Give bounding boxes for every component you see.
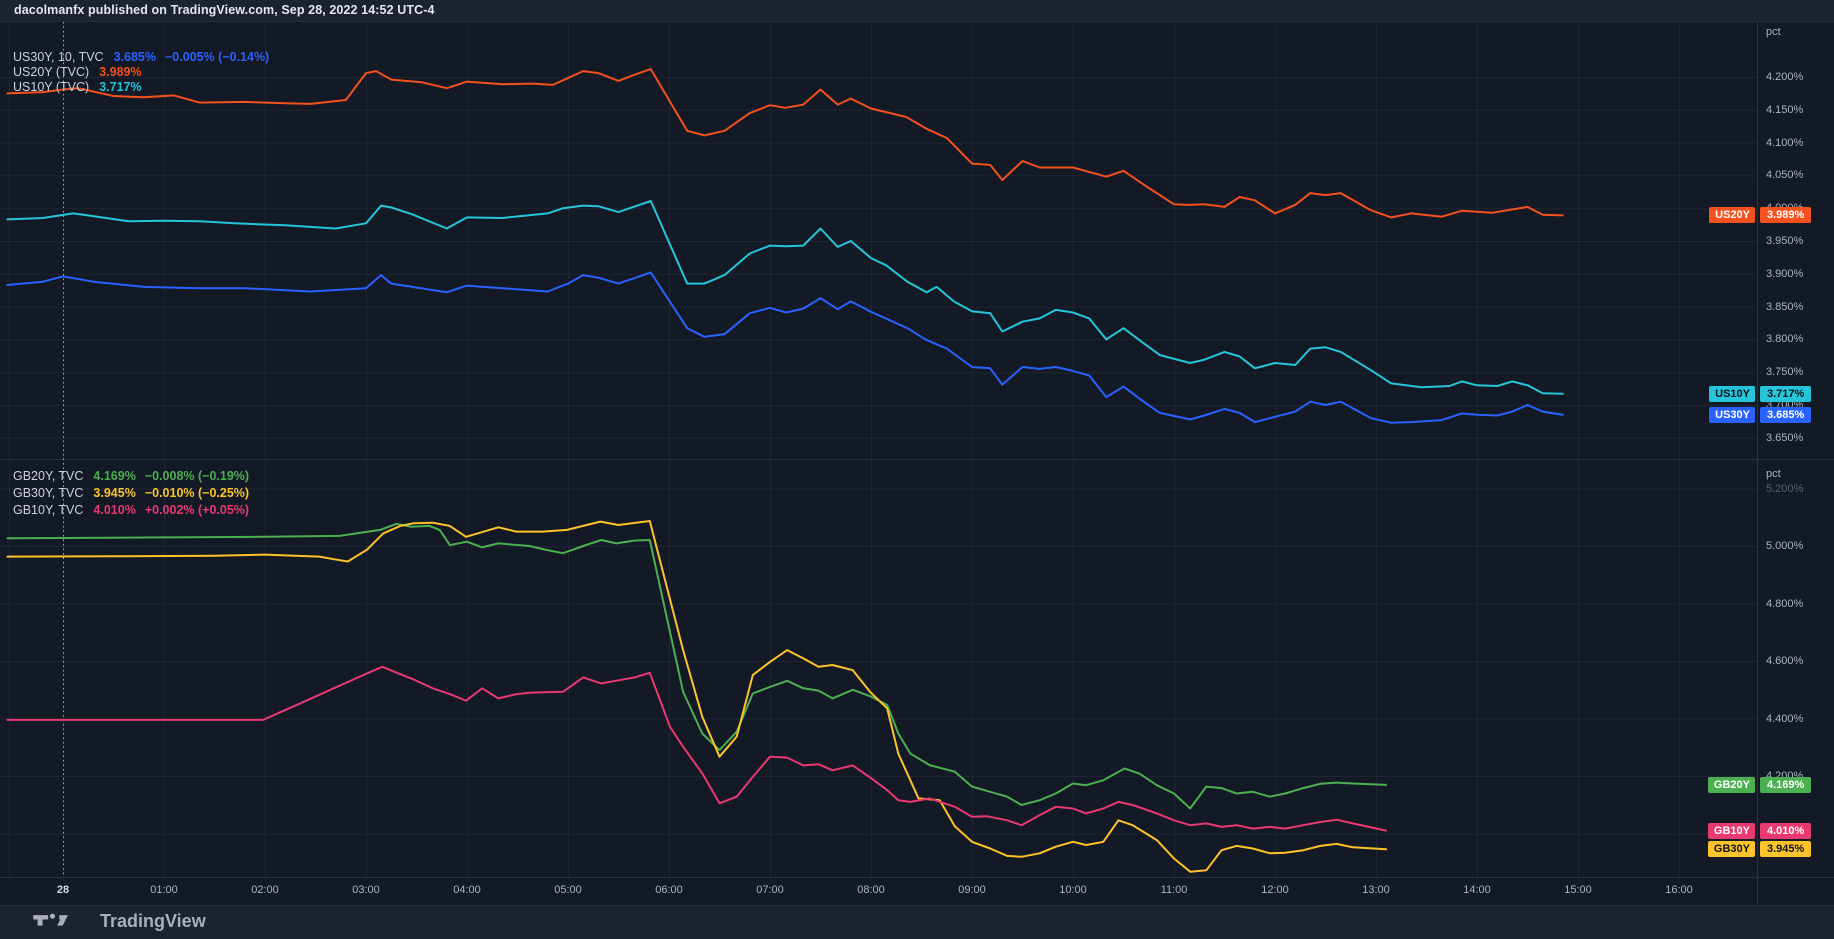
y-tick-label: 3.900% bbox=[1766, 267, 1804, 280]
y-tick-label: 4.150% bbox=[1766, 103, 1804, 116]
chart-stage: US30Y, 10, TVC 3.685% −0.005% (−0.14%) US20… bbox=[0, 22, 1834, 905]
legend-symbol-title: US30Y, 10, TVC bbox=[13, 49, 104, 64]
legend-item-gb30y[interactable]: GB30Y, TVC 3.945% −0.010% (−0.25%) bbox=[13, 484, 249, 501]
series-line-us20y bbox=[6, 68, 1564, 219]
legend-last-value: 3.989% bbox=[99, 64, 142, 79]
series-line-gb30y bbox=[6, 520, 1388, 873]
legend-item-us20y[interactable]: US20Y (TVC) 3.989% bbox=[13, 64, 269, 79]
y-tick-label: 4.100% bbox=[1766, 136, 1804, 149]
axis-unit-label: pct bbox=[1766, 468, 1781, 480]
legend-last-value: 3.685% bbox=[113, 49, 156, 64]
tradingview-logo-icon[interactable] bbox=[32, 912, 88, 936]
price-label-symbol-gb20y: GB20Y bbox=[1707, 776, 1755, 793]
legend-last-value: 4.169% bbox=[93, 468, 136, 483]
y-tick-label: 3.650% bbox=[1766, 431, 1804, 444]
legend-item-gb20y[interactable]: GB20Y, TVC 4.169% −0.008% (−0.19%) bbox=[13, 467, 249, 484]
footer-bar: TradingView bbox=[0, 905, 1834, 939]
y-tick-label: 3.850% bbox=[1766, 300, 1804, 313]
time-tick-label: 08:00 bbox=[857, 884, 885, 896]
time-tick-label: 09:00 bbox=[958, 884, 986, 896]
legend-item-us10y[interactable]: US10Y (TVC) 3.717% bbox=[13, 79, 269, 94]
footer-brand[interactable]: TradingView bbox=[100, 911, 206, 931]
publish-bar: dacolmanfx published on TradingView.com,… bbox=[0, 0, 1834, 22]
price-label-symbol-gb30y: GB30Y bbox=[1707, 841, 1755, 858]
series-line-us30y bbox=[6, 271, 1564, 424]
y-tick-label: 5.000% bbox=[1766, 540, 1804, 552]
series-line-gb20y bbox=[6, 522, 1388, 810]
y-tick-label: 5.200% bbox=[1766, 482, 1804, 495]
time-tick-label: 10:00 bbox=[1059, 884, 1087, 896]
legend-symbol-title: US10Y (TVC) bbox=[13, 79, 90, 94]
series-line-us10y bbox=[6, 200, 1564, 395]
legend-last-value: 4.010% bbox=[93, 502, 136, 517]
legend-symbol-title: GB20Y, TVC bbox=[13, 468, 84, 483]
time-tick-label: 03:00 bbox=[352, 884, 380, 896]
legend-change-value: −0.010% (−0.25%) bbox=[144, 485, 250, 500]
y-tick-label: 4.400% bbox=[1766, 712, 1804, 725]
price-label-value-us30y: 3.685% bbox=[1760, 406, 1812, 423]
time-tick-label: 01:00 bbox=[150, 884, 178, 896]
y-tick-label: 3.750% bbox=[1766, 366, 1804, 379]
time-tick-label: 13:00 bbox=[1362, 884, 1390, 896]
y-tick-label: 4.200% bbox=[1766, 71, 1804, 83]
axis-unit-label: pct bbox=[1766, 26, 1781, 38]
series-group-panel2 bbox=[6, 520, 1388, 873]
price-label-value-us20y: 3.989% bbox=[1760, 207, 1812, 224]
legend-change-value: +0.002% (+0.05%) bbox=[144, 502, 250, 517]
price-label-value-us10y: 3.717% bbox=[1760, 385, 1812, 402]
y-tick-label: 3.800% bbox=[1766, 333, 1804, 346]
price-label-symbol-gb10y: GB10Y bbox=[1707, 822, 1755, 839]
y-tick-label: 4.600% bbox=[1766, 655, 1804, 667]
time-tick-label: 15:00 bbox=[1564, 884, 1592, 896]
series-group-panel1 bbox=[6, 68, 1564, 424]
legend-change-value: −0.008% (−0.19%) bbox=[144, 468, 250, 483]
series-line-gb10y bbox=[6, 665, 1388, 832]
y-tick-label: 4.800% bbox=[1766, 597, 1804, 610]
chart-canvas[interactable] bbox=[0, 22, 1834, 905]
price-label-symbol-us30y: US30Y bbox=[1709, 406, 1755, 423]
legend-change-value: −0.005% (−0.14%) bbox=[164, 49, 270, 64]
legend-last-value: 3.945% bbox=[93, 485, 136, 500]
publish-line: dacolmanfx published on TradingView.com,… bbox=[14, 3, 435, 17]
legend-panel-us: US30Y, 10, TVC 3.685% −0.005% (−0.14%) US20… bbox=[13, 49, 269, 94]
time-tick-label: 14:00 bbox=[1463, 884, 1491, 896]
legend-last-value: 3.717% bbox=[99, 79, 142, 94]
time-tick-label: 28 bbox=[56, 884, 70, 896]
time-axis[interactable]: 28 01:00 02:00 03:00 04:00 05:00 06:00 07:00 08:… bbox=[0, 877, 1834, 905]
price-label-value-gb30y: 3.945% bbox=[1760, 841, 1812, 858]
y-tick-label: 3.950% bbox=[1766, 235, 1804, 247]
time-tick-label: 16:00 bbox=[1665, 884, 1693, 896]
legend-symbol-title: GB30Y, TVC bbox=[13, 485, 84, 500]
time-tick-label: 12:00 bbox=[1261, 884, 1289, 896]
time-tick-label: 07:00 bbox=[756, 884, 784, 896]
legend-symbol-title: US20Y (TVC) bbox=[13, 64, 90, 79]
legend-item-gb10y[interactable]: GB10Y, TVC 4.010% +0.002% (+0.05%) bbox=[13, 501, 249, 518]
price-label-value-gb20y: 4.169% bbox=[1760, 776, 1812, 793]
price-label-symbol-us10y: US10Y bbox=[1709, 385, 1755, 402]
time-tick-label: 05:00 bbox=[554, 884, 582, 896]
legend-symbol-title: GB10Y, TVC bbox=[13, 502, 84, 517]
legend-item-us30y[interactable]: US30Y, 10, TVC 3.685% −0.005% (−0.14%) bbox=[13, 49, 269, 64]
time-tick-label: 02:00 bbox=[251, 884, 279, 896]
legend-panel-gb: GB20Y, TVC 4.169% −0.008% (−0.19%) GB30Y, T… bbox=[13, 467, 249, 518]
price-label-value-gb10y: 4.010% bbox=[1760, 822, 1812, 839]
time-tick-label: 04:00 bbox=[453, 884, 481, 896]
y-tick-label: 4.050% bbox=[1766, 169, 1804, 182]
price-label-symbol-us20y: US20Y bbox=[1709, 207, 1755, 224]
time-tick-label: 11:00 bbox=[1160, 884, 1188, 896]
time-tick-label: 06:00 bbox=[655, 884, 683, 896]
